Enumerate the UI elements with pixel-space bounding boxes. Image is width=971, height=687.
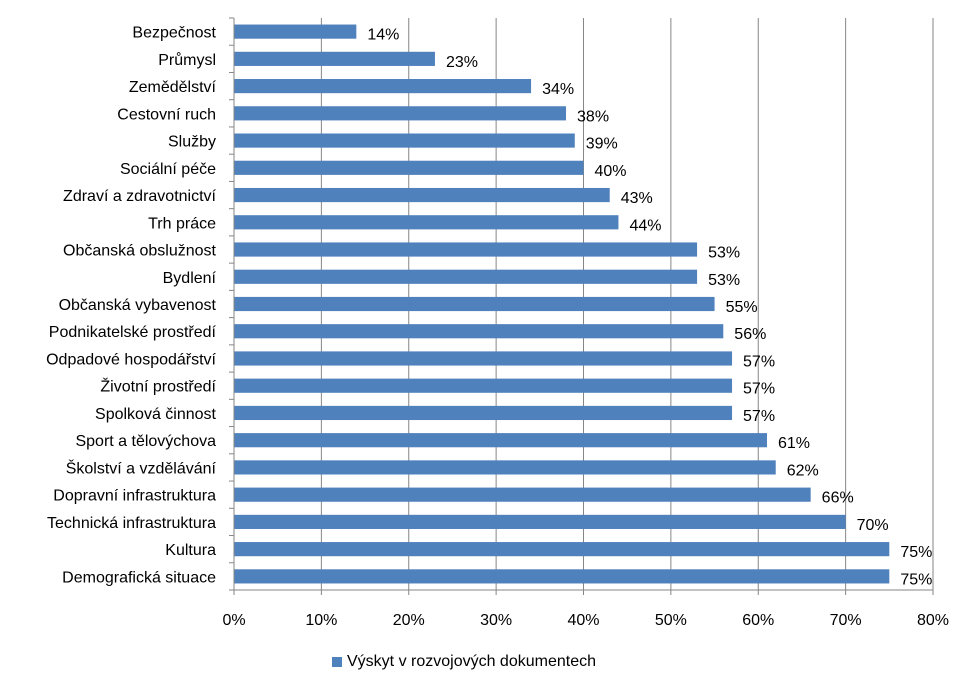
data-labels: 14% 23% 34%38% 39% 40% 43% 44% 53% 53% 55% 56% 57% 5… xyxy=(367,27,932,589)
category-label: Cestovní ruch xyxy=(117,106,216,123)
bar xyxy=(234,215,619,230)
bar xyxy=(234,487,811,502)
bar xyxy=(234,433,767,448)
x-tick-label: 10% xyxy=(305,612,337,629)
x-tick-label: 0% xyxy=(222,612,245,629)
data-label: 75% xyxy=(900,571,932,588)
category-label: Kultura xyxy=(165,542,216,559)
data-label: 56% xyxy=(734,326,766,343)
bar xyxy=(234,324,724,339)
data-label: 75% xyxy=(900,544,932,561)
bar xyxy=(234,514,846,529)
data-label: 53% xyxy=(708,272,740,289)
category-label: Trh práce xyxy=(148,215,216,232)
category-label: Občanská vybavenost xyxy=(59,297,217,314)
bar xyxy=(234,79,532,94)
category-label: Spolková činnost xyxy=(95,406,217,423)
bar xyxy=(234,542,890,557)
x-tick-label: 20% xyxy=(393,612,425,629)
data-label: 66% xyxy=(822,490,854,507)
x-tick-label: 30% xyxy=(480,612,512,629)
bar xyxy=(234,569,890,584)
bar xyxy=(234,106,567,121)
data-label: 34% xyxy=(542,81,574,98)
x-tick-label: 50% xyxy=(655,612,687,629)
category-label: Podnikatelské prostředí xyxy=(49,324,217,341)
legend-swatch xyxy=(332,657,342,667)
category-label: Průmysl xyxy=(158,51,216,69)
bar xyxy=(234,187,610,203)
data-label: 70% xyxy=(857,517,889,534)
category-label: Odpadové hospodářství xyxy=(46,351,216,368)
category-label: Služby xyxy=(168,134,216,151)
data-label: 23% xyxy=(446,54,478,71)
category-label: Dopravní infrastruktura xyxy=(53,488,216,505)
x-tick-label: 70% xyxy=(830,612,862,629)
x-tick-label: 60% xyxy=(742,612,774,629)
category-label: Sport a tělovýchova xyxy=(75,433,216,450)
bar xyxy=(234,378,733,393)
data-label: 57% xyxy=(743,408,775,425)
data-label: 44% xyxy=(629,217,661,234)
category-label: Sociální péče xyxy=(120,161,216,178)
data-label: 62% xyxy=(787,462,819,479)
data-label: 57% xyxy=(743,353,775,370)
category-label: Životní prostředí xyxy=(100,377,216,396)
category-label: Technická infrastruktura xyxy=(47,515,216,532)
data-label: 57% xyxy=(743,381,775,398)
data-label: 55% xyxy=(726,299,758,316)
category-labels: Bezpečnost Průmysl Zemědělství Cestovní ruc… xyxy=(46,25,216,587)
legend: Výskyt v rozvojových dokumentech xyxy=(332,652,596,672)
bar xyxy=(234,269,698,284)
data-label: 14% xyxy=(367,27,399,44)
bar xyxy=(234,51,435,66)
category-label: Zemědělství xyxy=(129,79,217,96)
bar xyxy=(234,351,733,366)
bar xyxy=(234,296,715,312)
x-tick-label: 40% xyxy=(567,612,599,629)
bar xyxy=(234,133,575,148)
x-tick-labels: 0% 10% 20% 30% 40% 50% 60% 70% 80% xyxy=(222,612,949,629)
category-label: Bezpečnost xyxy=(132,25,216,42)
bars xyxy=(234,24,890,584)
data-label: 39% xyxy=(586,136,618,153)
bar xyxy=(234,460,776,475)
x-tick-label: 80% xyxy=(917,612,949,629)
data-label: 43% xyxy=(621,190,653,207)
axes xyxy=(229,17,934,595)
category-label: Demografická situace xyxy=(62,569,216,586)
bar xyxy=(234,24,357,39)
bar xyxy=(234,160,584,175)
data-label: 40% xyxy=(595,163,627,180)
data-label: 38% xyxy=(577,108,609,125)
category-label: Zdraví a zdravotnictví xyxy=(63,188,217,205)
bar xyxy=(234,405,733,421)
bar xyxy=(234,242,698,257)
category-label: Bydlení xyxy=(163,270,217,287)
legend-label: Výskyt v rozvojových dokumentech xyxy=(347,653,596,670)
data-label: 53% xyxy=(708,245,740,262)
category-label: Občanská obslužnost xyxy=(63,243,217,260)
data-label: 61% xyxy=(778,435,810,452)
category-label: Školství a vzdělávání xyxy=(66,458,217,477)
